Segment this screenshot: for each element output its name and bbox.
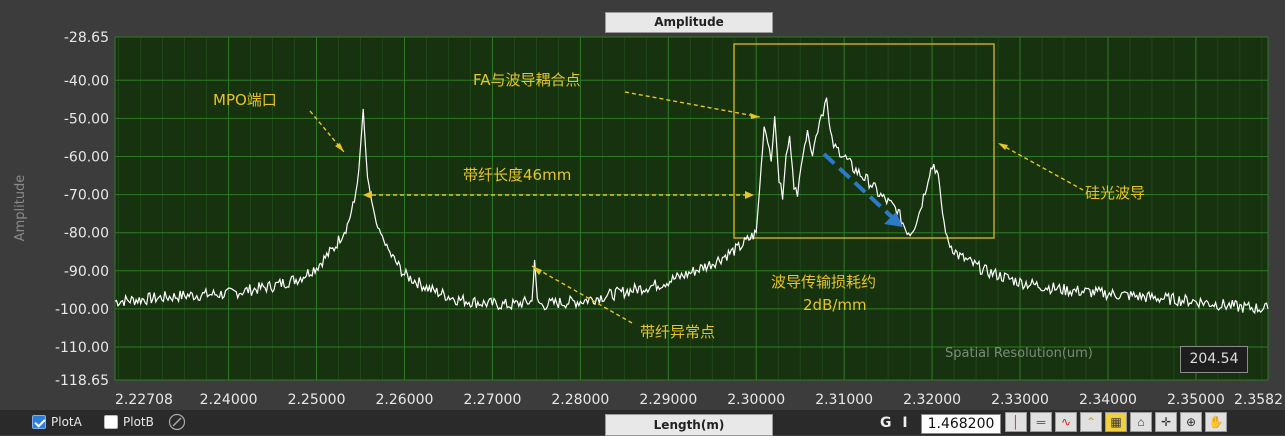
plot-area (115, 37, 1268, 380)
arrow-heads (335, 113, 1008, 275)
annotation-mpo-port: MPO端口 (213, 91, 277, 109)
pencil-icon[interactable] (168, 413, 186, 431)
annotation-fiber-anomaly: 带纤异常点 (640, 323, 715, 341)
x-tick-label: 2.27000 (463, 392, 521, 408)
plotb-checkbox[interactable] (104, 415, 118, 429)
arrow-waveguide (997, 142, 1084, 191)
lock-icon[interactable]: ⌂ (1130, 412, 1152, 432)
cursor-legend-icon-3[interactable]: ∿ (1055, 412, 1077, 432)
grid-lines (114, 36, 1269, 381)
x-tick-label: 2.3582 (1234, 392, 1283, 408)
y-tick-label: -80.00 (64, 226, 109, 242)
legend-plota[interactable]: PlotA (32, 414, 82, 430)
y-tick-label: -118.65 (55, 373, 109, 389)
annotation-fa-coupling: FA与波导耦合点 (473, 71, 581, 89)
x-tick-label: 2.29000 (639, 392, 697, 408)
x-tick-label: 2.31000 (815, 392, 873, 408)
cursor-legend-icon-5[interactable]: ▦ (1105, 412, 1127, 432)
cursor-legend-icon-1[interactable]: │ (1005, 412, 1027, 432)
x-tick-label: 2.32000 (903, 392, 961, 408)
crosshair-icon[interactable]: ✛ (1155, 412, 1177, 432)
loss-slope-arrowhead (884, 212, 903, 227)
x-tick-label: 2.35000 (1167, 392, 1225, 408)
x-tick-label: 2.25000 (288, 392, 346, 408)
y-tick-label: -60.00 (64, 149, 109, 165)
zoom-icon[interactable]: ⊕ (1180, 412, 1202, 432)
cursor-legend-icon-2[interactable]: ═ (1030, 412, 1052, 432)
annotation-loss-line1: 波导传输损耗约 (771, 273, 876, 291)
x-tick-labels: 2.22708 2.24000 2.25000 2.26000 2.27000 2.280… (115, 392, 1283, 408)
x-tick-label: 2.34000 (1079, 392, 1137, 408)
x-tick-label: 2.30000 (727, 392, 785, 408)
annotation-silicon-waveguide: 硅光波导 (1085, 184, 1145, 202)
hand-pan-icon[interactable]: ✋ (1205, 412, 1227, 432)
x-tick-label: 2.22708 (115, 392, 173, 408)
annotation-fiber-length: 带纤长度46mm (463, 166, 571, 184)
spatial-resolution-value: 204.54 (1180, 346, 1248, 373)
y-axis-label: Amplitude (13, 175, 28, 242)
plota-checkbox[interactable] (32, 415, 46, 429)
legend-plotb[interactable]: PlotB (104, 414, 154, 430)
x-tick-label: 2.33000 (991, 392, 1049, 408)
y-tick-label: -50.00 (64, 111, 109, 127)
silicon-waveguide-box (733, 43, 995, 239)
y-tick-label: -100.00 (55, 302, 109, 318)
y-tick-labels: -28.65 -40.00 -50.00 -60.00 -70.00 -80.00 -90.… (55, 30, 109, 389)
arrow-fa (624, 91, 761, 118)
gi-value-field[interactable]: 1.468200 (921, 414, 1001, 434)
graph-toolbar: │ ═ ∿ ⌃ ▦ ⌂ ✛ ⊕ ✋ (1005, 412, 1227, 432)
arrow-anomaly (531, 265, 633, 324)
spatial-resolution-label: Spatial Resolution(um) (945, 346, 1093, 361)
annotation-loss-line2: 2dB/mm (803, 296, 867, 314)
y-tick-label: -70.00 (64, 188, 109, 204)
chart-title-tab: Amplitude (605, 12, 773, 33)
x-tick-label: 2.28000 (551, 392, 609, 408)
y-tick-label: -28.65 (64, 30, 109, 46)
series-group (114, 97, 1269, 315)
annotations: MPO端口 FA与波导耦合点 带纤长度46mm 硅光波导 带纤异常点 波导传输损… (213, 71, 1145, 341)
plota-label: PlotA (51, 415, 82, 429)
x-tick-label: 2.26000 (376, 392, 434, 408)
y-tick-label: -90.00 (64, 264, 109, 280)
x-axis-tab: Length(m) (605, 414, 773, 436)
plotb-label: PlotB (123, 415, 154, 429)
y-tick-label: -40.00 (64, 73, 109, 89)
loss-slope-arrow (822, 152, 895, 220)
cursor-legend-icon-4[interactable]: ⌃ (1080, 412, 1102, 432)
y-tick-label: -110.00 (55, 340, 109, 356)
gi-label: G I (880, 415, 911, 431)
x-tick-label: 2.24000 (200, 392, 258, 408)
trace-plota (114, 97, 1269, 315)
